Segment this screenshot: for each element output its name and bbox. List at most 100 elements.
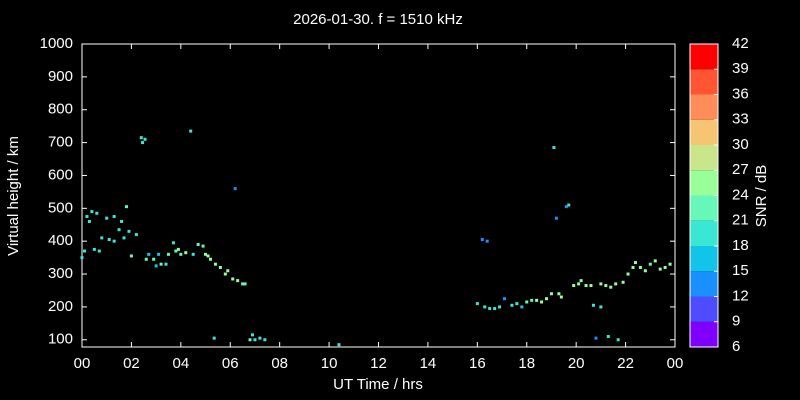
data-point <box>579 279 583 283</box>
x-tick-label: 02 <box>123 355 140 372</box>
data-point <box>250 333 254 337</box>
data-point <box>171 241 175 245</box>
data-point <box>204 252 208 256</box>
data-point <box>584 284 588 288</box>
data-point <box>520 305 524 309</box>
x-tick-label: 00 <box>667 355 684 372</box>
y-tick-label: 900 <box>48 68 73 85</box>
colorbar-tick-label: 15 <box>732 262 749 279</box>
data-point <box>233 187 237 191</box>
colorbar-band <box>690 145 718 171</box>
data-point <box>80 256 84 260</box>
data-point <box>196 242 200 246</box>
data-point <box>609 285 613 289</box>
x-tick-label: 16 <box>469 355 486 372</box>
data-point <box>147 252 151 256</box>
data-point <box>540 300 544 304</box>
data-point <box>263 338 267 342</box>
colorbar-tick-label: 24 <box>732 186 749 203</box>
colorbar-band <box>690 296 718 322</box>
data-point <box>189 129 193 133</box>
x-tick-label: 08 <box>271 355 288 372</box>
data-point <box>668 262 672 266</box>
data-point <box>206 254 210 258</box>
x-tick-label: 12 <box>370 355 387 372</box>
data-point <box>184 251 188 255</box>
data-point <box>631 265 635 269</box>
colorbar-tick-label: 39 <box>732 60 749 77</box>
data-point <box>653 259 657 263</box>
data-point <box>616 338 620 342</box>
data-point <box>223 272 227 276</box>
data-point <box>143 137 147 141</box>
data-point <box>120 219 124 223</box>
data-point <box>549 292 553 296</box>
data-point <box>134 233 138 237</box>
data-point <box>241 282 245 286</box>
x-tick-label: 18 <box>518 355 535 372</box>
data-point <box>95 211 99 215</box>
data-point <box>648 262 652 266</box>
data-point <box>591 303 595 307</box>
x-tick-label: 22 <box>617 355 634 372</box>
data-point <box>557 292 561 296</box>
colorbar-band <box>690 119 718 145</box>
data-point <box>626 272 630 276</box>
data-point <box>208 257 212 261</box>
data-point <box>176 247 180 251</box>
data-point <box>248 338 252 342</box>
y-tick-label: 1000 <box>40 35 73 52</box>
data-point <box>552 146 556 150</box>
data-point <box>480 238 484 242</box>
data-point <box>475 302 479 306</box>
data-point <box>144 257 148 261</box>
data-point <box>606 334 610 338</box>
data-point <box>97 249 101 253</box>
data-point <box>154 264 158 268</box>
colorbar-band <box>690 69 718 95</box>
data-point <box>599 282 603 286</box>
data-point <box>525 300 529 304</box>
data-point <box>85 215 89 219</box>
data-point <box>567 203 571 207</box>
data-point <box>87 219 91 223</box>
data-point <box>100 236 104 240</box>
data-point <box>621 280 625 284</box>
data-point <box>174 249 178 253</box>
data-point <box>141 141 145 145</box>
data-point <box>166 252 170 256</box>
data-point <box>105 216 109 220</box>
y-tick-label: 600 <box>48 166 73 183</box>
data-point <box>139 136 143 140</box>
colorbar-band <box>690 44 718 70</box>
colorbar-tick-label: 9 <box>732 313 740 330</box>
x-tick-label: 00 <box>74 355 91 372</box>
data-point <box>614 282 618 286</box>
data-point <box>559 295 563 299</box>
data-point <box>226 269 230 273</box>
colorbar-band <box>690 195 718 221</box>
data-point <box>485 239 489 243</box>
colorbar-tick-label: 12 <box>732 287 749 304</box>
colorbar-band <box>690 94 718 120</box>
data-point <box>554 216 558 220</box>
x-tick-label: 14 <box>420 355 437 372</box>
data-point <box>122 236 126 240</box>
data-point <box>157 252 161 256</box>
colorbar-band <box>690 321 718 347</box>
data-point <box>663 265 667 269</box>
data-point <box>236 279 240 283</box>
data-point <box>564 205 568 209</box>
data-point <box>258 336 262 340</box>
data-point <box>212 336 216 340</box>
data-point <box>243 282 247 286</box>
data-point <box>594 336 598 340</box>
colorbar-tick-label: 36 <box>732 85 749 102</box>
data-point <box>179 252 183 256</box>
data-point <box>129 254 133 258</box>
data-point <box>604 284 608 288</box>
data-point <box>127 229 131 233</box>
data-point <box>658 267 662 271</box>
x-axis-label: UT Time / hrs <box>333 376 423 393</box>
